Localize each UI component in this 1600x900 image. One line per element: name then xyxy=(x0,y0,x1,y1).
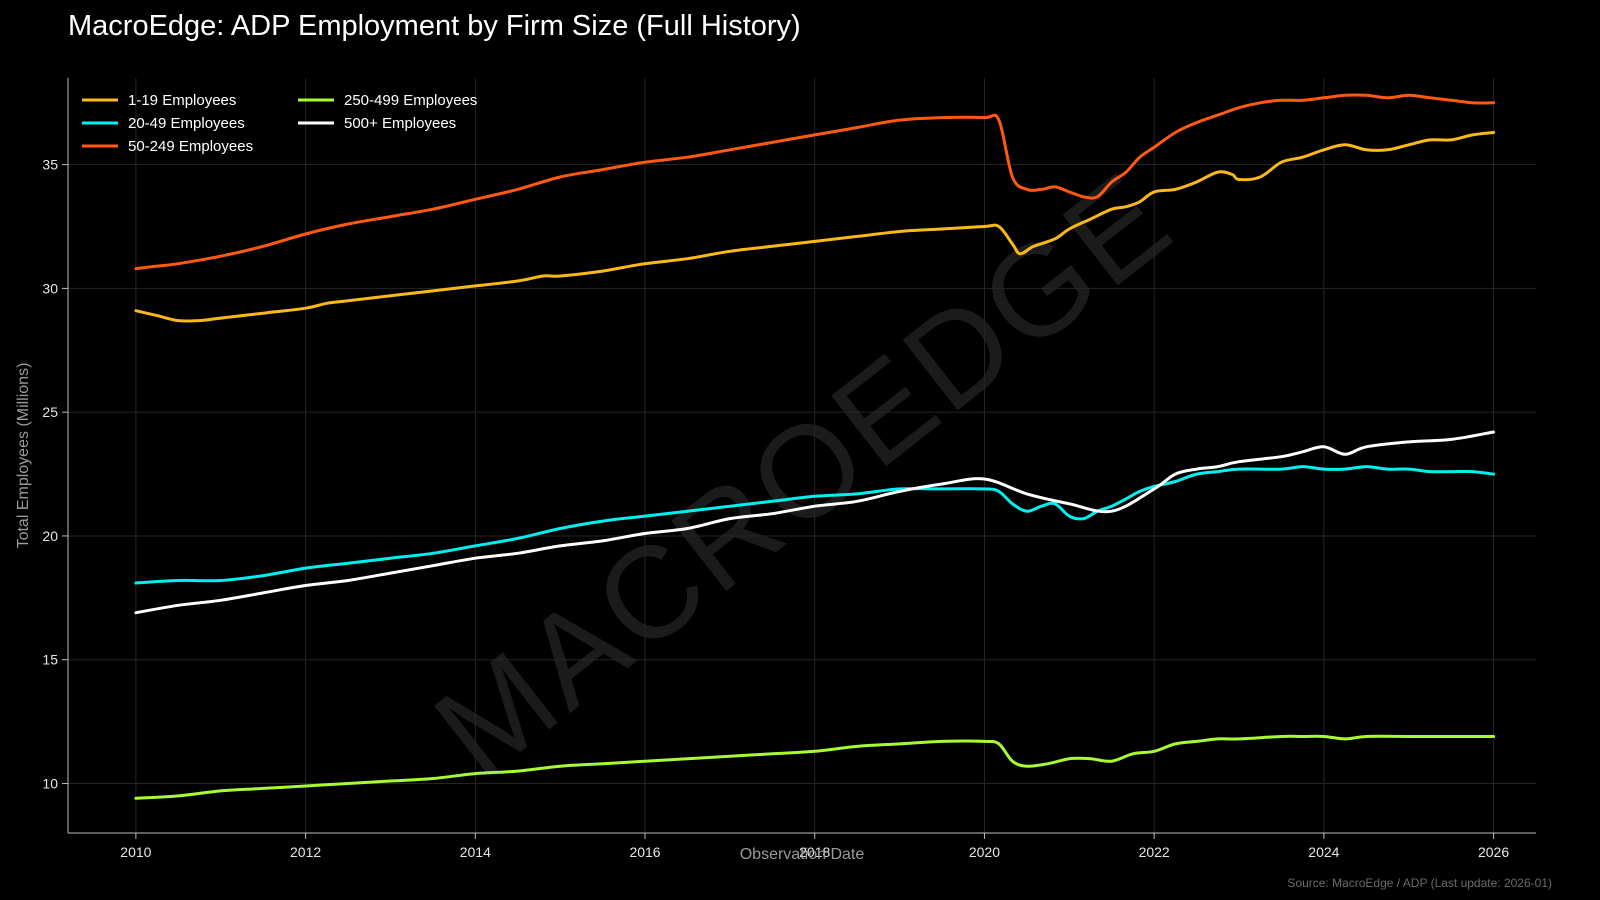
x-tick-label: 2016 xyxy=(629,844,660,860)
grid xyxy=(68,78,1536,833)
axes xyxy=(67,78,1536,834)
x-tick-label: 2012 xyxy=(290,844,321,860)
x-tick-label: 2010 xyxy=(120,844,151,860)
legend-label: 1-19 Employees xyxy=(128,92,236,109)
x-tick-label: 2026 xyxy=(1478,844,1509,860)
series-line-4 xyxy=(134,430,1496,615)
y-tick-label: 35 xyxy=(42,157,58,173)
series-lines xyxy=(134,93,1496,800)
legend-label: 250-499 Employees xyxy=(344,92,477,109)
x-tick-label: 2022 xyxy=(1139,844,1170,860)
y-axis-ticks: 10 15 20 25 30 35 xyxy=(42,157,68,791)
x-axis-ticks: 2010 2012 2014 2016 2018 2020 2022 2024 2026 xyxy=(120,833,1509,860)
y-tick-label: 15 xyxy=(42,652,58,668)
legend: 1-19 Employees 20-49 Employees 50-249 Empl… xyxy=(82,92,477,155)
y-tick-label: 25 xyxy=(42,404,58,420)
y-axis-title: Total Employees (Millions) xyxy=(15,363,32,549)
x-axis-title: Observation Date xyxy=(740,846,865,863)
series-line-3 xyxy=(134,734,1496,800)
x-tick-label: 2014 xyxy=(460,844,491,860)
y-tick-label: 10 xyxy=(42,775,58,791)
x-tick-label: 2020 xyxy=(969,844,1000,860)
legend-label: 500+ Employees xyxy=(344,115,456,132)
source-note: Source: MacroEdge / ADP (Last update: 20… xyxy=(1287,876,1552,890)
legend-label: 20-49 Employees xyxy=(128,115,245,132)
legend-label: 50-249 Employees xyxy=(128,138,253,155)
x-tick-label: 2018 xyxy=(799,844,830,860)
series-line-2 xyxy=(134,93,1496,271)
y-tick-label: 30 xyxy=(42,280,58,296)
series-line-0 xyxy=(134,131,1496,323)
x-tick-label: 2024 xyxy=(1308,844,1339,860)
y-tick-label: 20 xyxy=(42,528,58,544)
series-line-1 xyxy=(134,465,1496,585)
chart-title: MacroEdge: ADP Employment by Firm Size (… xyxy=(68,10,801,42)
